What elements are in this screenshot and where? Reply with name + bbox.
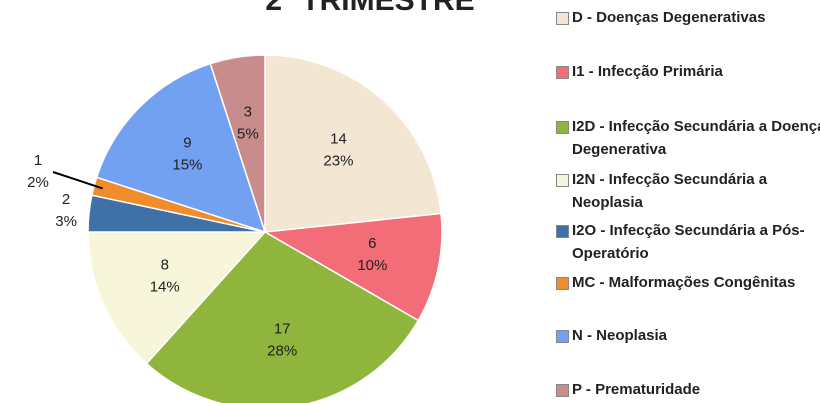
legend-label: MC - Malformações Congênitas [572,274,796,291]
legend-entry: D - Doenças Degenerativas [556,6,820,29]
data-label: 1 [34,152,42,169]
legend-entry: I2N - Infecção Secundária a Neoplasia [556,168,820,214]
legend-entry: MC - Malformações Congênitas [556,271,820,294]
pie-slice [145,231,420,403]
data-label: 15% [172,156,202,173]
data-label: 3 [244,104,252,121]
data-label: 6 [368,235,376,252]
legend-entry: P - Prematuridade [556,378,820,401]
legend-label: P - Prematuridade [572,381,701,398]
pie-slice [95,62,267,234]
pie-slice [262,212,443,322]
data-label: 23% [323,152,353,169]
legend-label: I2D - Infecção Secundária a Doença Degen… [572,118,820,158]
pie-slice [264,54,442,233]
legend-swatch [556,384,569,397]
pie-slice [209,54,266,233]
data-label: 8 [161,257,169,274]
legend-swatch [556,174,569,187]
legend-swatch [556,330,569,343]
legend-label: I2O - Infecção Secundária a Pós-Operatór… [572,222,805,262]
legend-label: I2N - Infecção Secundária a Neoplasia [572,171,768,211]
data-label: 2% [27,174,49,191]
legend-label: I1 - Infecção Primária [572,63,723,80]
legend-swatch [556,66,569,79]
legend-swatch [556,12,569,25]
data-label: 14 [330,130,347,147]
legend-entry: N - Neoplasia [556,324,820,347]
legend-swatch [556,277,569,290]
data-label: 9 [183,134,191,151]
leader-line [52,171,103,190]
chart-title: 2º TRIMESTRE [265,0,474,17]
data-label: 28% [267,342,297,359]
data-label: 10% [357,257,387,274]
legend-entry: I2O - Infecção Secundária a Pós-Operatór… [556,219,820,265]
data-label: 3% [55,213,77,230]
data-label: 17 [274,320,291,337]
data-label: 2 [62,191,70,208]
legend-entry: I1 - Infecção Primária [556,60,820,83]
legend-entry: I2D - Infecção Secundária a Doença Degen… [556,115,820,161]
legend-label: D - Doenças Degenerativas [572,9,766,26]
legend-swatch [556,225,569,238]
data-label: 14% [150,279,180,296]
legend-label: N - Neoplasia [572,327,668,344]
data-label: 5% [237,126,259,143]
legend-swatch [556,121,569,134]
pie-slice [87,231,267,365]
